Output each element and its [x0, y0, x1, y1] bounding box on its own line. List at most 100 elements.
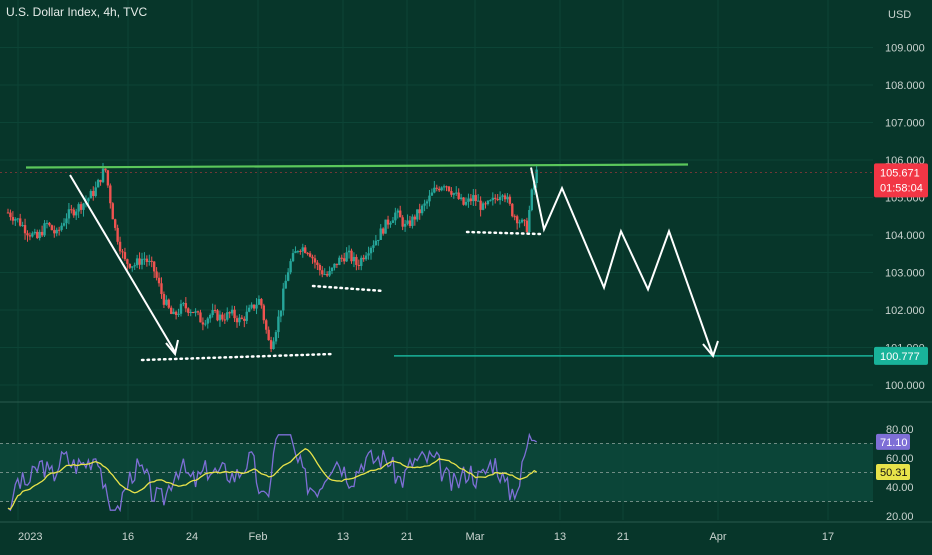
candle-body [255, 304, 258, 309]
price-tick: 103.000 [885, 268, 925, 280]
candle-body [177, 313, 180, 315]
candle-body [33, 231, 36, 234]
candle-body [347, 250, 351, 253]
candle-body [265, 320, 268, 330]
time-tick: 21 [617, 531, 629, 543]
candle-body [123, 252, 127, 260]
time-tick: 13 [337, 531, 349, 543]
candle-body [165, 299, 168, 305]
price-tick: 100.000 [885, 380, 925, 392]
candle-body [484, 203, 487, 205]
candle-body [401, 217, 404, 227]
candle-body [118, 241, 122, 252]
candle-body [282, 288, 285, 311]
time-tick: 13 [554, 531, 566, 543]
candle-body [247, 307, 251, 312]
candle-body [291, 253, 295, 262]
candle-body [31, 233, 34, 237]
candle-body [311, 256, 314, 259]
candle-body [116, 227, 119, 242]
candle-body [333, 263, 336, 268]
candle-body [223, 319, 227, 321]
candle-body [286, 272, 290, 281]
candle-body [399, 210, 402, 218]
candle-body [294, 251, 297, 254]
rsi-tick: 60.00 [886, 453, 914, 465]
candle-body [194, 311, 197, 313]
projection-path [530, 167, 714, 357]
candle-body [364, 255, 368, 260]
price-tick: 107.000 [885, 118, 925, 130]
rsi-value: 71.10 [880, 437, 908, 449]
time-tick: 21 [401, 531, 413, 543]
candle-body [26, 233, 29, 236]
price-tick: 108.000 [885, 80, 925, 92]
candle-body [289, 261, 292, 273]
candle-body [233, 309, 236, 319]
rsi-tick: 20.00 [886, 511, 914, 523]
candle-body [481, 203, 485, 210]
candle-body [196, 311, 200, 313]
candle-body [479, 200, 482, 210]
candle-body [323, 274, 326, 276]
candle-body [99, 179, 102, 183]
target-value: 100.777 [880, 351, 920, 363]
candle-body [199, 312, 202, 323]
candle-body [150, 260, 153, 262]
candle-body [284, 280, 287, 289]
currency-label: USD [888, 9, 911, 21]
candle-body [240, 317, 244, 319]
price-tick: 104.000 [885, 230, 925, 242]
candle-body [301, 247, 304, 252]
candle-body [174, 311, 178, 315]
candle-body [486, 200, 490, 205]
candle-body [243, 318, 246, 321]
countdown: 01:58:04 [880, 182, 923, 194]
candle-body [496, 198, 499, 201]
candle-body [501, 195, 504, 197]
candle-body [221, 314, 224, 320]
candle-body [50, 225, 54, 231]
rsi-ma-tag [876, 464, 910, 481]
candle-body [40, 231, 44, 236]
candle-body [396, 210, 399, 213]
candle-body [447, 186, 451, 192]
candle-body [21, 225, 24, 227]
candle-body [48, 222, 51, 226]
candle-body [308, 253, 312, 257]
candle-body [355, 256, 358, 265]
candle-body [450, 191, 453, 195]
candle-body [462, 197, 465, 205]
dotted-supports [140, 230, 542, 362]
candle-body [511, 203, 514, 217]
candle-body [525, 220, 529, 232]
candle-body [442, 186, 446, 188]
candle-body [82, 203, 85, 210]
candle-body [238, 317, 241, 323]
candle-body [374, 240, 378, 246]
candle-body [72, 209, 75, 216]
candle-body [204, 323, 207, 325]
candle-body [138, 258, 141, 265]
candle-body [433, 187, 436, 193]
candle-body [179, 303, 183, 314]
candle-body [135, 258, 139, 266]
resistance-line [25, 163, 689, 169]
candle-body [352, 256, 356, 262]
candle-body [170, 307, 173, 314]
rsi-ma-line [7, 447, 537, 511]
candle-body [245, 311, 248, 321]
candle-body [96, 179, 100, 188]
candle-body [9, 212, 12, 218]
candle-body [342, 258, 346, 262]
candle-body [189, 312, 192, 314]
candle-body [92, 191, 95, 196]
candle-body [113, 219, 117, 228]
chart-title: U.S. Dollar Index, 4h, TVC [6, 5, 148, 19]
candle-body [104, 168, 107, 171]
candle-body [489, 200, 492, 202]
candle-body [143, 258, 146, 260]
candle-body [111, 203, 114, 220]
